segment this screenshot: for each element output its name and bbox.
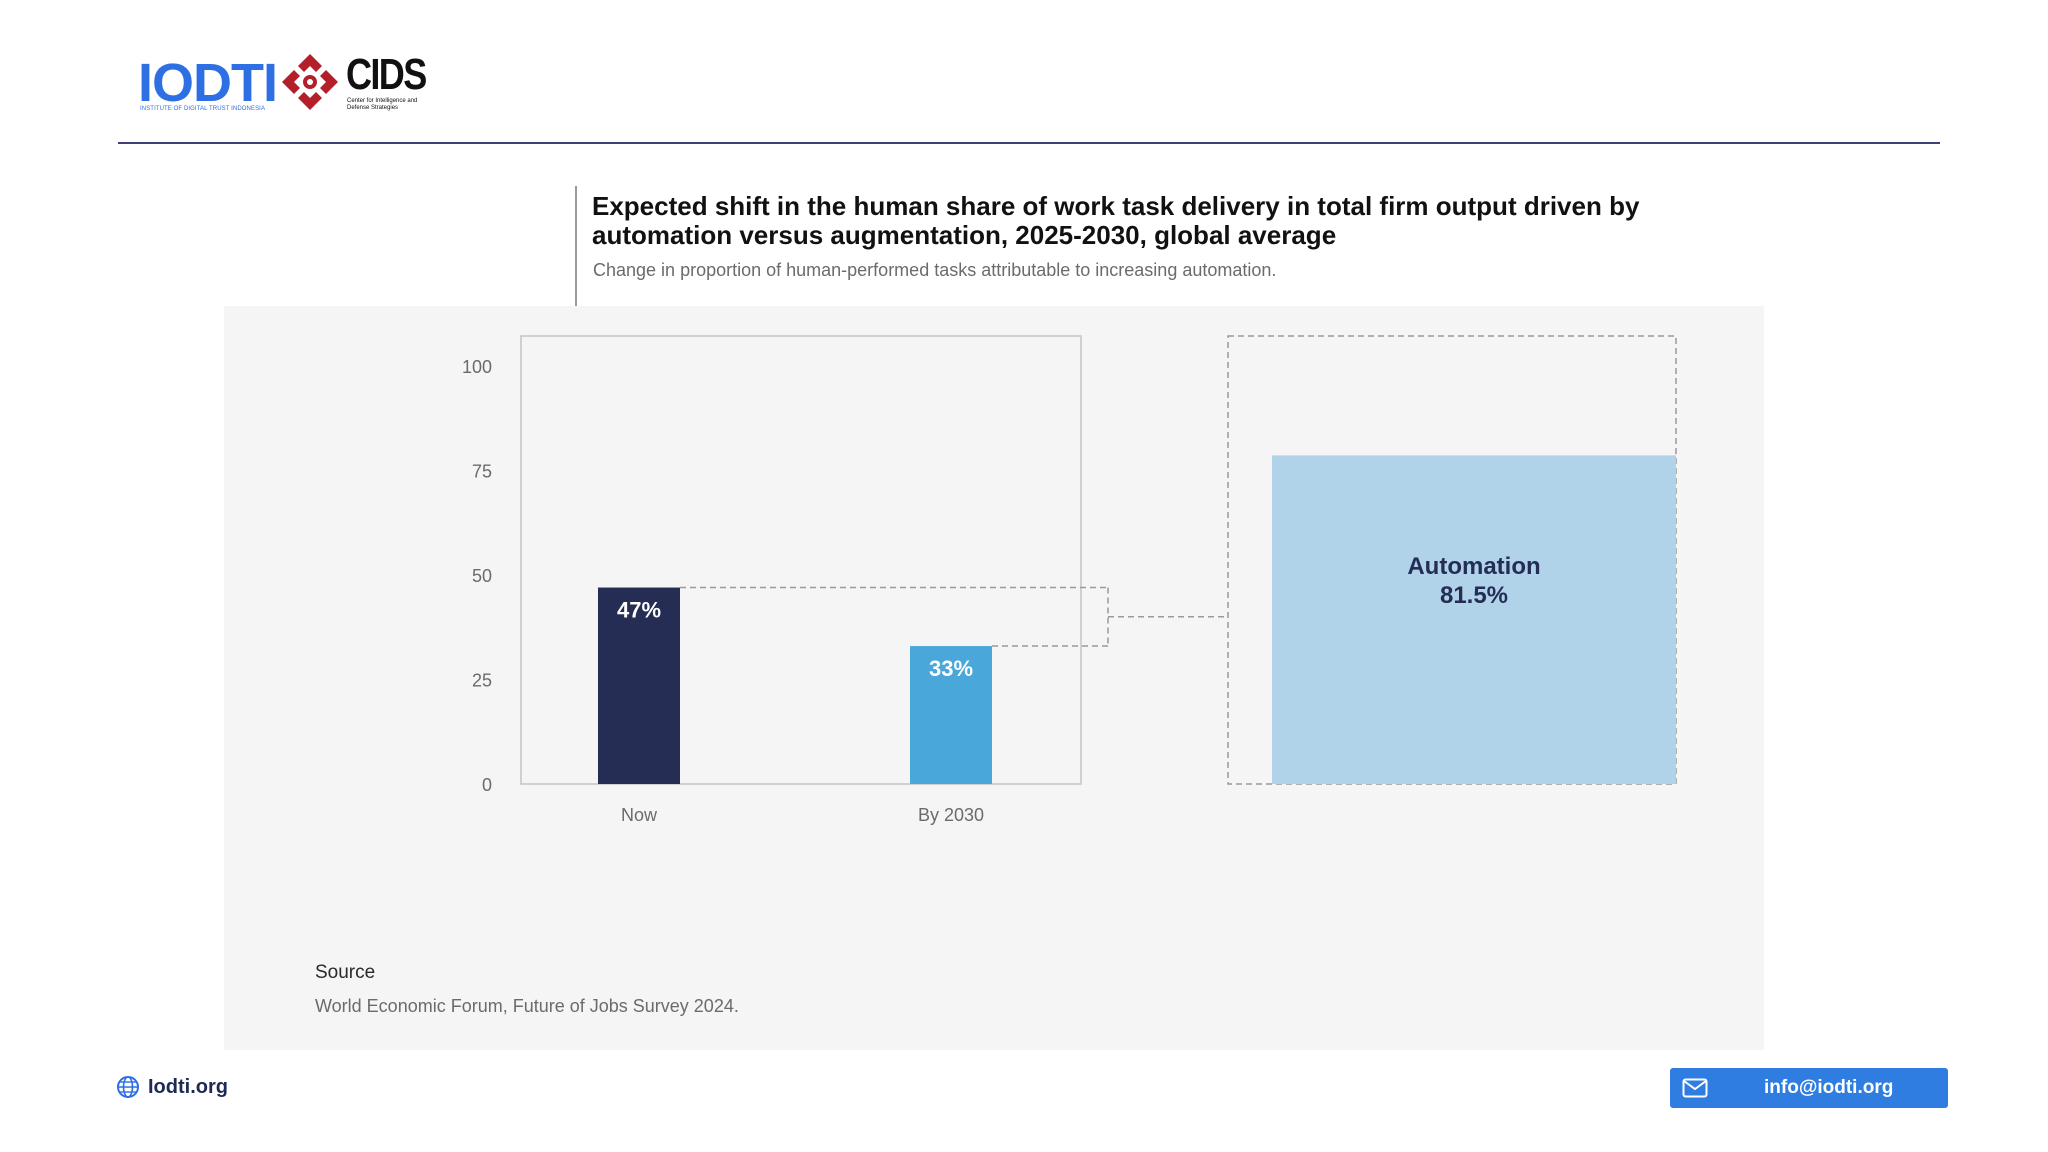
y-tick-label: 100 [462, 357, 492, 377]
title-accent-rule [575, 186, 577, 306]
email-contact-button[interactable]: info@iodti.org [1670, 1068, 1948, 1108]
y-tick-label: 50 [472, 566, 492, 586]
bars: 47% 33% [598, 587, 992, 784]
bar-by-2030 [910, 646, 992, 784]
cids-logo-tagline: Center for Intelligence and Defense Stra… [347, 98, 427, 112]
header-divider [118, 142, 1940, 144]
automation-area [1272, 455, 1676, 784]
connectors [680, 586, 1228, 647]
bar-now [598, 587, 680, 784]
x-tick-label: By 2030 [918, 805, 984, 825]
mail-icon [1682, 1078, 1708, 1098]
automation-label: Automation [1407, 553, 1540, 580]
email-text: info@iodti.org [1764, 1077, 1894, 1098]
source-text: World Economic Forum, Future of Jobs Sur… [315, 996, 739, 1016]
footer-site-link[interactable]: Iodti.org [116, 1075, 228, 1099]
cids-tagline-line-2: Defense Strategies [347, 105, 399, 111]
y-axis-ticks: 0 25 50 75 100 [462, 357, 492, 795]
source-label: Source [315, 962, 376, 983]
chart-subtitle: Change in proportion of human-performed … [593, 260, 1277, 280]
y-tick-label: 75 [472, 462, 492, 482]
globe-icon [117, 1076, 139, 1098]
x-tick-label: Now [621, 805, 658, 825]
iodti-logo-word: IODTI [138, 53, 278, 113]
bar-value-label: 47% [617, 598, 661, 623]
y-tick-label: 25 [472, 671, 492, 691]
bar-value-label: 33% [929, 656, 973, 681]
plot-frame [520, 335, 1082, 785]
chart-title: Expected shift in the human share of wor… [592, 191, 1640, 250]
iodti-logo-tagline: INSTITUTE OF DIGITAL TRUST INDONESIA [140, 106, 266, 112]
iodti-logo: IODTI [138, 52, 278, 114]
automation-value: 81.5% [1440, 582, 1508, 609]
y-tick-label: 0 [482, 775, 492, 795]
footer-site-text: Iodti.org [148, 1075, 228, 1098]
cids-logo-word: CIDS [346, 50, 427, 99]
cids-tagline-line-1: Center for Intelligence and [347, 98, 418, 104]
x-axis-labels: Now By 2030 [621, 805, 984, 825]
cids-emblem-icon [282, 54, 338, 110]
